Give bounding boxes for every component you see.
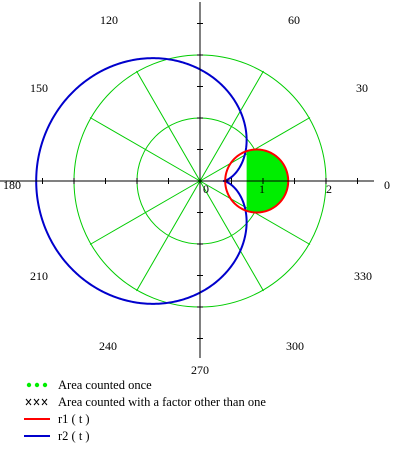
red-line-icon	[24, 418, 50, 420]
polar-plot: 0 30 60 120 150 180 210 240 270 300 330 …	[0, 2, 390, 375]
legend-item-area-once: Area counted once	[20, 377, 400, 394]
radial-label-1: 1	[259, 182, 265, 196]
angle-label-60: 60	[288, 13, 300, 27]
angle-label-330: 330	[354, 269, 372, 283]
angle-label-180: 180	[3, 178, 21, 192]
legend-label-area-factor: Area counted with a factor other than on…	[58, 395, 266, 409]
legend-label-area-once: Area counted once	[58, 378, 152, 392]
angle-label-240: 240	[99, 339, 117, 353]
legend-label-r2: r2 ( t )	[58, 429, 90, 443]
black-crosses-icon	[25, 398, 48, 406]
radial-label-2: 2	[326, 182, 332, 196]
angle-label-300: 300	[286, 339, 304, 353]
angle-label-120: 120	[100, 13, 118, 27]
radial-label-0: 0	[203, 182, 209, 196]
blue-line-icon	[24, 435, 50, 437]
legend-item-r2: r2 ( t )	[20, 428, 400, 445]
legend-item-r1: r1 ( t )	[20, 411, 400, 428]
angle-label-30: 30	[356, 81, 368, 95]
angle-label-0: 0	[384, 178, 390, 192]
angle-label-150: 150	[30, 81, 48, 95]
angle-label-270: 270	[191, 363, 209, 375]
radial-label-layer: 0 1 2	[203, 182, 332, 196]
legend-item-area-factor: Area counted with a factor other than on…	[20, 394, 400, 411]
axis-layer	[0, 2, 374, 358]
green-dots-icon	[26, 382, 48, 388]
angle-label-layer: 0 30 60 120 150 180 210 240 270 300 330	[3, 13, 390, 375]
legend-label-r1: r1 ( t )	[58, 412, 90, 426]
legend: Area counted once Area counted with a fa…	[20, 377, 400, 445]
angle-label-210: 210	[30, 269, 48, 283]
